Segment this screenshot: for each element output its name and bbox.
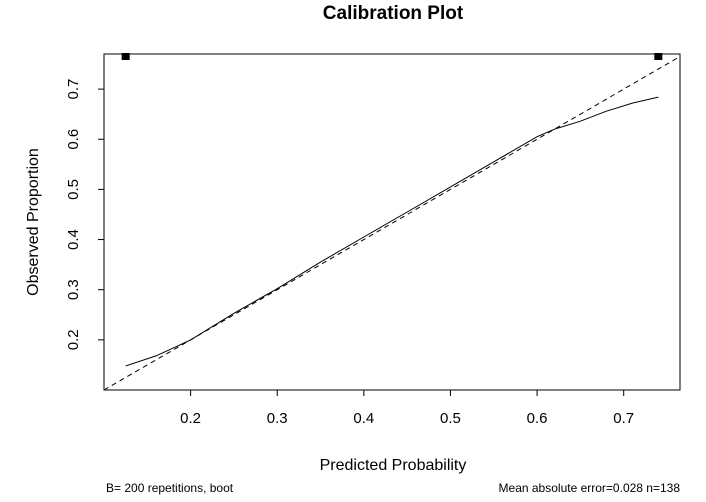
y-tick-label: 0.2 xyxy=(65,329,82,350)
series-layer xyxy=(103,56,681,391)
x-tick-label: 0.6 xyxy=(527,410,548,427)
rug-mark xyxy=(121,53,130,60)
chart-title: Calibration Plot xyxy=(323,3,464,24)
footnote-left: B= 200 repetitions, boot xyxy=(106,481,234,495)
x-axis-label: Predicted Probability xyxy=(320,457,467,474)
y-tick-label: 0.6 xyxy=(65,129,82,150)
x-axis: 0.2 0.3 0.4 0.5 0.6 0.7 xyxy=(180,390,634,427)
x-tick-label: 0.4 xyxy=(353,410,374,427)
y-tick-label: 0.3 xyxy=(65,279,82,300)
y-axis-label: Observed Proportion xyxy=(25,148,42,296)
plot-frame xyxy=(103,53,681,391)
x-tick-label: 0.5 xyxy=(440,410,461,427)
y-tick-label: 0.5 xyxy=(65,179,82,200)
footnote-right: Mean absolute error=0.028 n=138 xyxy=(499,481,681,495)
x-tick-label: 0.3 xyxy=(267,410,288,427)
rug-layer xyxy=(121,53,663,60)
y-tick-label: 0.7 xyxy=(65,79,82,100)
rug-mark xyxy=(654,53,663,60)
ideal-line xyxy=(103,56,681,391)
y-tick-label: 0.4 xyxy=(65,229,82,250)
x-tick-label: 0.2 xyxy=(180,410,201,427)
y-axis: 0.2 0.3 0.4 0.5 0.6 0.7 xyxy=(65,79,104,350)
calibration-curve xyxy=(125,96,659,367)
x-tick-label: 0.7 xyxy=(613,410,634,427)
